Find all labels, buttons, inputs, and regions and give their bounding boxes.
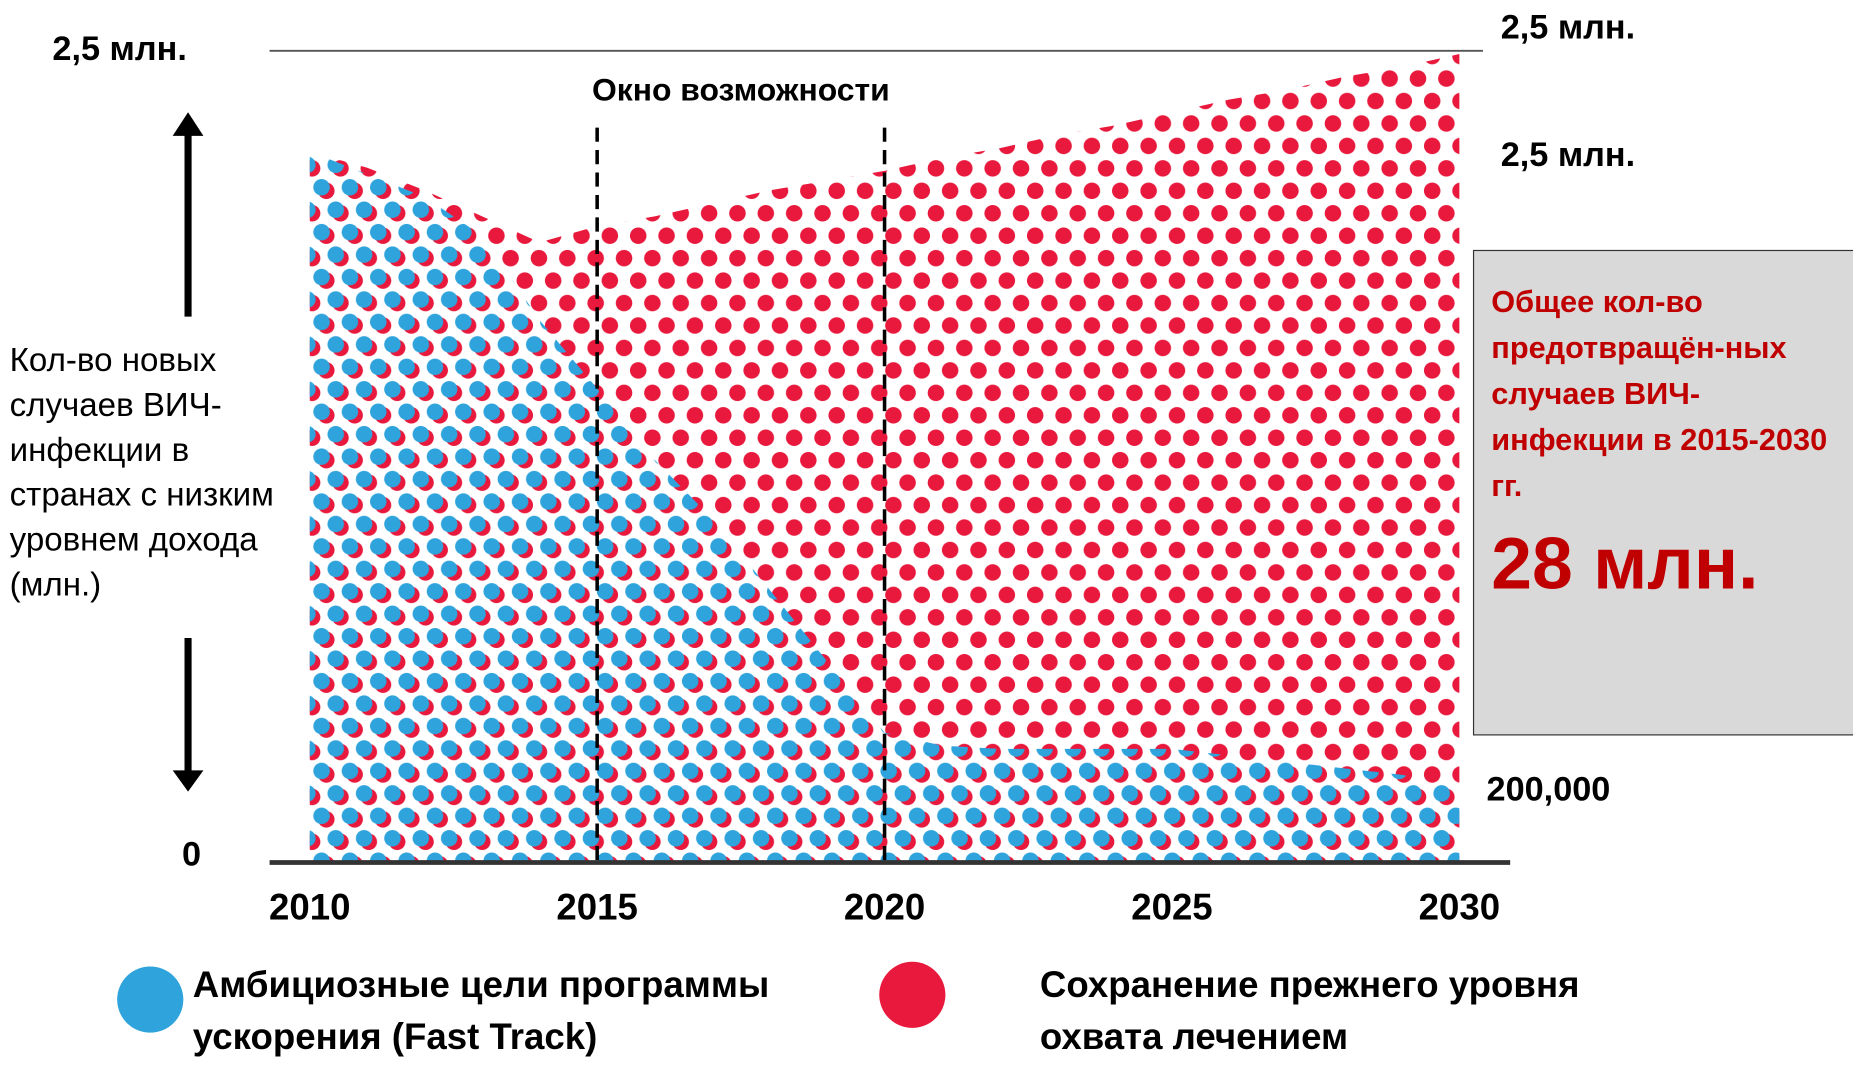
box-value-box: 28 млн. — [1491, 523, 1759, 605]
y-arrows — [172, 112, 204, 792]
window-label: Окно возможности — [592, 72, 890, 108]
x-tick-label: 2025 — [1131, 886, 1212, 927]
y-tick-label: 0 — [182, 836, 201, 874]
x-tick-label: 2030 — [1419, 886, 1500, 927]
area — [309, 151, 1460, 863]
legend-swatch — [879, 961, 946, 1028]
box-text-box: Общее кол-во предотвращён-ных случаев ВИ… — [1491, 283, 1828, 504]
x-tick-label: 2015 — [556, 886, 637, 927]
y-axis-label: Кол-во новых случаев ВИЧ-инфекции в стра… — [9, 341, 274, 603]
annotation: 2,5 млн. — [1501, 9, 1635, 47]
summary-box — [1472, 249, 1853, 736]
x-tick-label: 2010 — [269, 886, 350, 927]
legend-label: Амбициозные цели программы ускорения (Fa… — [192, 964, 770, 1058]
annotation: 200,000 — [1487, 771, 1611, 809]
legend-label: Сохранение прежнего уровня охвата лечени… — [1039, 964, 1580, 1058]
legend-label-box: Амбициозные цели программы ускорения (Fa… — [192, 964, 770, 1058]
box-value: 28 млн. — [1491, 523, 1759, 605]
annotation: 2,5 млн. — [1501, 136, 1635, 174]
y-axis-label-box: Кол-во новых случаев ВИЧ-инфекции в стра… — [9, 341, 274, 603]
box-text: Общее кол-во предотвращён-ных случаев ВИ… — [1491, 283, 1828, 504]
legend-swatch — [117, 966, 184, 1033]
x-tick-label: 2020 — [844, 886, 925, 927]
y-tick-label: 2,5 млн. — [52, 30, 186, 68]
legend-label-box: Сохранение прежнего уровня охвата лечени… — [1039, 964, 1580, 1058]
